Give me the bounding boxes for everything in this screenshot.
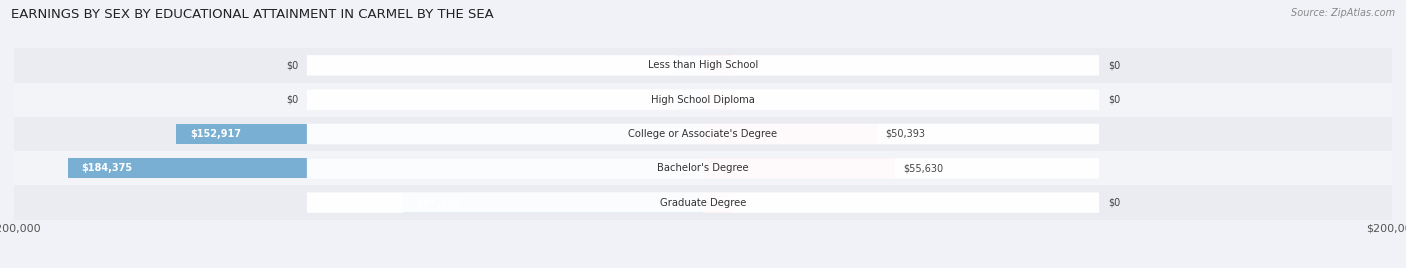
- Bar: [675, 90, 703, 110]
- Bar: [703, 90, 731, 110]
- Bar: [703, 158, 894, 178]
- Text: $0: $0: [285, 95, 298, 105]
- Bar: [67, 158, 703, 178]
- Text: $0: $0: [1108, 60, 1121, 70]
- Text: $184,375: $184,375: [82, 163, 132, 173]
- Bar: [14, 48, 1392, 83]
- Bar: [703, 193, 731, 213]
- Bar: [703, 55, 731, 75]
- Bar: [176, 124, 703, 144]
- FancyBboxPatch shape: [307, 158, 1099, 178]
- Bar: [402, 193, 703, 213]
- Bar: [14, 185, 1392, 220]
- Text: $55,630: $55,630: [903, 163, 943, 173]
- Text: College or Associate's Degree: College or Associate's Degree: [628, 129, 778, 139]
- FancyBboxPatch shape: [307, 124, 1099, 144]
- Text: EARNINGS BY SEX BY EDUCATIONAL ATTAINMENT IN CARMEL BY THE SEA: EARNINGS BY SEX BY EDUCATIONAL ATTAINMEN…: [11, 8, 494, 21]
- Text: $50,393: $50,393: [886, 129, 925, 139]
- Text: $0: $0: [1108, 95, 1121, 105]
- FancyBboxPatch shape: [307, 192, 1099, 213]
- Bar: [14, 151, 1392, 185]
- FancyBboxPatch shape: [307, 55, 1099, 76]
- Text: Graduate Degree: Graduate Degree: [659, 198, 747, 208]
- Text: Less than High School: Less than High School: [648, 60, 758, 70]
- Bar: [14, 83, 1392, 117]
- Text: High School Diploma: High School Diploma: [651, 95, 755, 105]
- Text: $152,917: $152,917: [190, 129, 240, 139]
- FancyBboxPatch shape: [307, 90, 1099, 110]
- Text: $0: $0: [285, 60, 298, 70]
- Text: Bachelor's Degree: Bachelor's Degree: [657, 163, 749, 173]
- Bar: [14, 117, 1392, 151]
- Text: $87,152: $87,152: [416, 198, 461, 208]
- Bar: [675, 55, 703, 75]
- Bar: [703, 124, 876, 144]
- Text: $0: $0: [1108, 198, 1121, 208]
- Text: Source: ZipAtlas.com: Source: ZipAtlas.com: [1291, 8, 1395, 18]
